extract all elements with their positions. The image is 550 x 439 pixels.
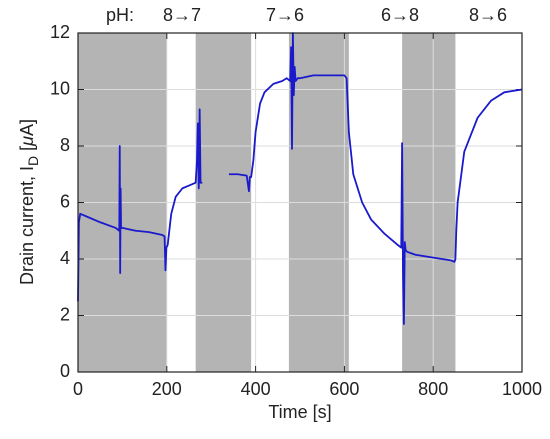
x-tick-label: 600 xyxy=(329,379,359,399)
y-tick-label: 12 xyxy=(50,22,70,42)
y-label-close: A] xyxy=(17,119,37,136)
y-tick-label: 10 xyxy=(50,78,70,98)
y-label-unit: μ xyxy=(17,136,37,147)
y-tick-label: 2 xyxy=(60,304,70,324)
x-tick-label: 1000 xyxy=(502,379,542,399)
y-label-open: [ xyxy=(17,146,37,156)
x-tick-label: 200 xyxy=(152,379,182,399)
annotation: pH: xyxy=(106,5,134,25)
x-tick-label: 800 xyxy=(418,379,448,399)
y-tick-label: 0 xyxy=(60,361,70,381)
plot-frame xyxy=(77,32,523,373)
annotation: 6→8 xyxy=(381,5,419,25)
y-tick-label: 4 xyxy=(60,248,70,268)
annotation: 7→6 xyxy=(266,5,304,25)
x-tick-label: 0 xyxy=(73,379,83,399)
y-label-main: Drain current, I xyxy=(17,166,37,285)
y-axis-label: Drain current, ID [μA] xyxy=(17,119,41,285)
y-label-sub: D xyxy=(25,156,41,166)
annotation: 8→7 xyxy=(163,5,201,25)
y-tick-label: 8 xyxy=(60,135,70,155)
x-axis-label: Time [s] xyxy=(268,402,331,422)
annotation: 8→6 xyxy=(469,5,507,25)
x-tick-label: 400 xyxy=(241,379,271,399)
data-line xyxy=(77,32,523,325)
y-tick-label: 6 xyxy=(60,191,70,211)
